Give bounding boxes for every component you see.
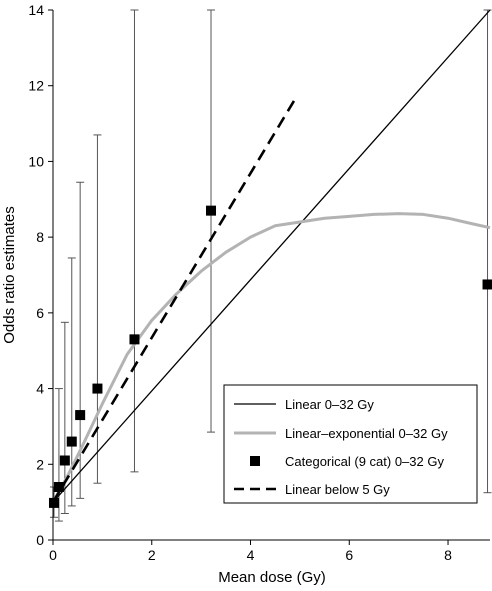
legend-box [223, 384, 478, 504]
series-line-linear-0-32-gy [52, 9, 491, 503]
error-bars [49, 9, 492, 522]
data-point-square [129, 334, 140, 345]
y-tick-label: 14 [28, 2, 44, 18]
y-tick-label: 8 [36, 229, 44, 245]
legend-swatch-categorical [250, 456, 260, 466]
x-ticks: 0 2 4 6 8 [49, 540, 452, 563]
y-tick-label: 2 [36, 456, 44, 472]
x-tick-label: 0 [49, 547, 57, 563]
y-tick-label: 4 [36, 381, 44, 397]
y-tick-label: 0 [36, 532, 44, 548]
axes [52, 10, 490, 541]
legend-label-linear: Linear 0–32 Gy [285, 397, 374, 412]
data-point-square [59, 455, 70, 466]
legend: Linear 0–32 Gy Linear–exponential 0–32 G… [223, 384, 478, 504]
data-point-square [92, 383, 103, 394]
x-tick-label: 4 [247, 547, 255, 563]
series-layer [51, 9, 491, 503]
y-ticks: 0 2 4 6 8 10 12 14 [28, 2, 53, 548]
legend-label-linear-below-5: Linear below 5 Gy [285, 482, 390, 497]
x-axis-title: Mean dose (Gy) [218, 569, 326, 586]
data-point-square [206, 205, 217, 216]
x-tick-label: 8 [444, 547, 452, 563]
legend-label-categorical: Categorical (9 cat) 0–32 Gy [285, 454, 444, 469]
legend-label-linear-exponential: Linear–exponential 0–32 Gy [285, 426, 448, 441]
y-tick-label: 12 [28, 78, 44, 94]
data-point-square [66, 436, 77, 447]
x-tick-label: 2 [148, 547, 156, 563]
data-point-square [75, 410, 86, 421]
markers-layer [48, 205, 492, 508]
y-axis-title: Odds ratio estimates [1, 206, 18, 344]
data-point-square [482, 279, 492, 290]
y-tick-label: 10 [28, 153, 44, 169]
series-line-linear-below-5-gy [51, 94, 299, 503]
series-line-linear-exponential-0-32-gy [51, 212, 491, 503]
data-point-square [53, 482, 64, 492]
x-tick-label: 6 [345, 547, 353, 563]
data-point-square [48, 497, 59, 508]
y-tick-label: 6 [36, 305, 44, 321]
